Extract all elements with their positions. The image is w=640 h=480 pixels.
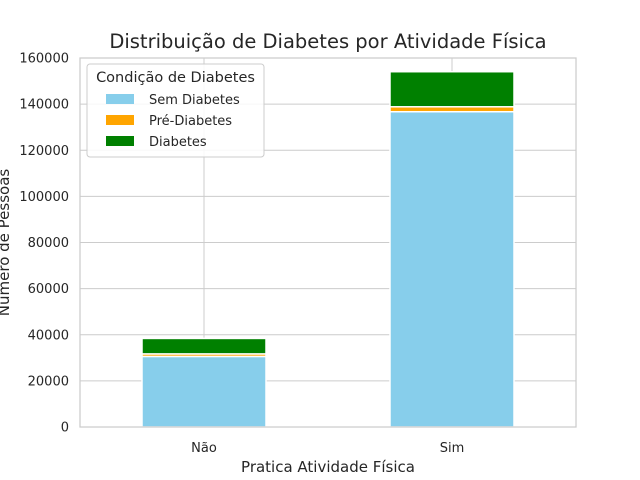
legend-label: Sem Diabetes <box>149 93 240 108</box>
y-tick-label: 140000 <box>19 98 69 113</box>
legend-swatch <box>106 115 134 125</box>
x-tick-label: Não <box>191 441 217 456</box>
y-tick-label: 120000 <box>19 144 69 159</box>
y-tick-label: 100000 <box>19 190 69 205</box>
y-tick-label: 40000 <box>28 328 69 343</box>
plot-frame <box>79 57 577 428</box>
x-tick-label: Sim <box>440 441 465 456</box>
tick-labels: 0 20000 40000 60000 80000 100000 120000 140000 1… <box>19 52 464 457</box>
y-tick-label: 0 <box>61 421 69 436</box>
bar-segment <box>389 70 515 108</box>
y-tick-label: 80000 <box>28 236 69 251</box>
bar-segment <box>389 110 515 428</box>
chart-title: Distribuição de Diabetes por Atividade F… <box>109 30 546 53</box>
bar-segment <box>141 355 267 428</box>
legend-swatch <box>106 136 134 146</box>
legend-title: Condição de Diabetes <box>96 70 255 86</box>
legend-label: Pré-Diabetes <box>149 114 232 129</box>
legend-label: Diabetes <box>149 135 207 150</box>
y-tick-label: 60000 <box>28 282 69 297</box>
y-tick-label: 160000 <box>19 52 69 67</box>
legend-box <box>86 63 265 158</box>
bars <box>141 70 515 428</box>
bar-segment <box>141 337 267 355</box>
legend-swatch <box>106 94 134 104</box>
y-tick-label: 20000 <box>28 374 69 389</box>
legend: Condição de Diabetes Sem Diabetes Pré-Dia… <box>86 63 265 158</box>
y-axis-label: Número de Pessoas <box>0 169 13 317</box>
x-axis-label: Pratica Atividade Física <box>241 458 415 476</box>
